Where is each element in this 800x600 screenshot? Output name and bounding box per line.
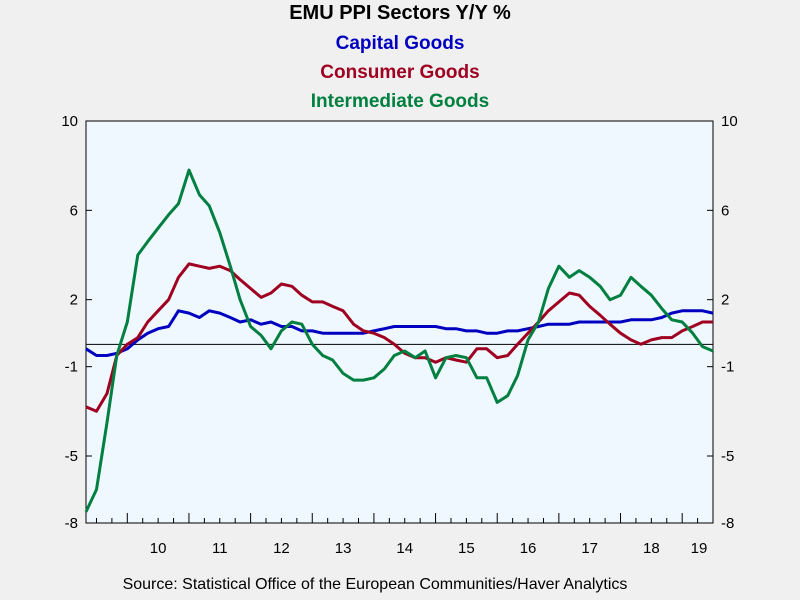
- x-tick-label: 13: [335, 540, 352, 557]
- x-tick-label: 19: [691, 540, 708, 557]
- series-title-consumer-goods: Consumer Goods: [320, 62, 480, 83]
- y-tick-label-left: 6: [70, 202, 78, 219]
- y-tick-label-left: -5: [65, 448, 78, 465]
- y-tick-label-right: 10: [721, 113, 738, 130]
- series-title-intermediate-goods: Intermediate Goods: [310, 91, 490, 112]
- y-tick-label-right: 2: [721, 292, 729, 309]
- x-tick-label: 12: [273, 540, 290, 557]
- y-tick-label-right: -5: [721, 448, 734, 465]
- y-tick-label-left: -1: [65, 359, 78, 376]
- x-tick-label: 16: [520, 540, 537, 557]
- y-tick-label-left: 2: [70, 292, 78, 309]
- source-note: Source: Statistical Office of the Europe…: [122, 576, 628, 593]
- x-tick-label: 11: [212, 540, 228, 557]
- x-tick-label: 14: [396, 540, 413, 557]
- y-tick-label-right: 6: [721, 202, 729, 219]
- x-tick-label: 18: [643, 540, 660, 557]
- y-tick-label-right: -8: [721, 515, 734, 532]
- x-tick-label: 15: [458, 540, 475, 557]
- y-tick-label-right: -1: [721, 359, 734, 376]
- y-tick-label-left: 10: [61, 113, 78, 130]
- x-tick-label: 17: [581, 540, 598, 557]
- series-line-consumer-goods: [85, 262, 713, 413]
- series-line-intermediate-goods: [84, 168, 714, 513]
- chart-title: EMU PPI Sectors Y/Y %: [289, 2, 511, 24]
- y-tick-label-left: -8: [65, 515, 78, 532]
- x-tick-label: 10: [150, 540, 167, 557]
- series-title-capital-goods: Capital Goods: [335, 33, 465, 54]
